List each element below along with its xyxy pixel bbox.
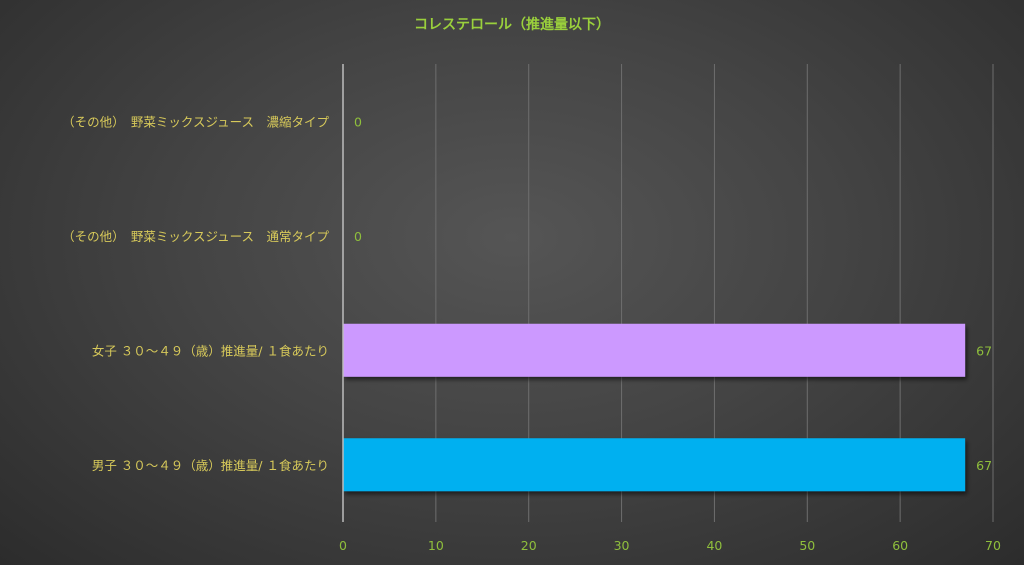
x-tick-label: 30 <box>614 538 630 553</box>
x-tick-label: 60 <box>892 538 908 553</box>
bar <box>343 438 966 492</box>
category-label: （その他） 野菜ミックスジュース 濃縮タイプ <box>62 114 329 129</box>
category-label: 女子 ３０～４９（歳）推進量/ １食あたり <box>92 343 329 358</box>
data-label: 0 <box>354 114 362 129</box>
x-tick-label: 70 <box>985 538 1001 553</box>
data-label: 0 <box>354 229 362 244</box>
category-label: （その他） 野菜ミックスジュース 通常タイプ <box>62 229 329 244</box>
data-label: 67 <box>976 458 992 473</box>
category-label: 男子 ３０～４９（歳）推進量/ １食あたり <box>92 458 329 473</box>
x-tick-label: 50 <box>799 538 815 553</box>
x-tick-label: 40 <box>706 538 722 553</box>
bar <box>343 323 966 377</box>
data-label: 67 <box>976 343 992 358</box>
labels: 0 10 20 30 40 50 60 70 （その他） 野菜ミックスジュース 濃縮タイプ 0 （そ… <box>62 114 1001 553</box>
x-tick-label: 0 <box>339 538 347 553</box>
chart-title: コレステロール（推進量以下） <box>414 17 610 33</box>
x-tick-label: 10 <box>428 538 444 553</box>
bars <box>343 323 966 492</box>
x-tick-label: 20 <box>521 538 537 553</box>
